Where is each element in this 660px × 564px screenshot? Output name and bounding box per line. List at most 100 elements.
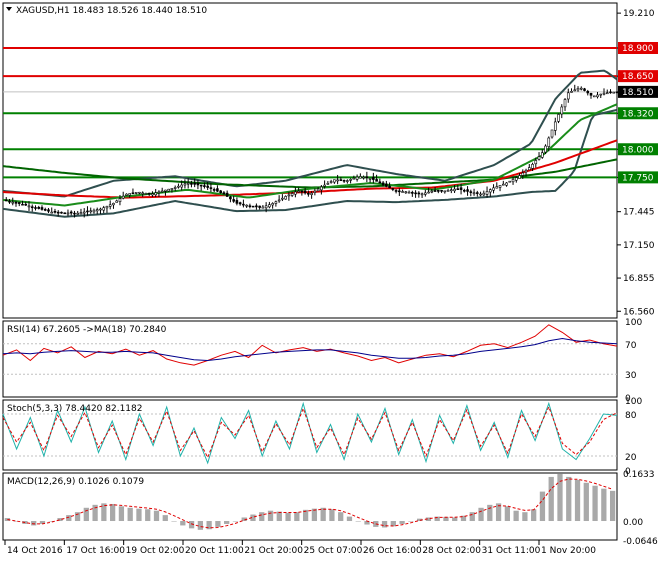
macd-tick-label: -0.0646	[623, 537, 658, 547]
macd-bar	[31, 521, 37, 526]
candle-body	[14, 202, 18, 204]
candle-body	[190, 183, 193, 185]
macd-bar	[153, 510, 160, 522]
y-tick-label: 16.560	[623, 307, 655, 317]
macd-bar	[346, 516, 353, 522]
panel-price	[2, 2, 618, 319]
candle-body	[430, 190, 434, 193]
x-tick-label: 20 Oct 11:00	[185, 546, 244, 556]
macd-bar	[180, 521, 186, 526]
candle-body	[4, 199, 8, 202]
candle-body	[592, 95, 596, 98]
candle-body	[407, 191, 411, 194]
macd-bar	[74, 512, 81, 522]
candle-body	[11, 201, 15, 204]
candle-body	[550, 129, 554, 138]
level-tag-2	[618, 107, 658, 120]
candle-body	[456, 188, 460, 190]
candle-body	[339, 179, 343, 181]
macd-bar	[566, 476, 572, 522]
candle-body	[303, 190, 307, 194]
x-tick-label: 31 Oct 11:00	[482, 546, 541, 556]
stoch-series-0	[2, 401, 618, 465]
macd-bar	[557, 473, 563, 522]
candle-body	[378, 181, 382, 184]
candle-body	[547, 137, 551, 147]
candle-body	[476, 192, 479, 194]
candle-body	[501, 183, 505, 186]
stoch-header: Stoch(5,3,3) 78.4420 82.1182	[7, 404, 142, 414]
macd-bar	[592, 485, 598, 522]
candle-body	[193, 182, 196, 185]
candle-body	[235, 200, 239, 204]
candle-body	[157, 191, 161, 194]
macd-tick-label: 0.00	[623, 518, 643, 528]
macd-bar	[136, 508, 142, 522]
candle-body	[404, 191, 408, 194]
candle-body	[261, 206, 265, 209]
macd-header: MACD(12,26,9) 0.1026 0.1079	[7, 477, 144, 487]
macd-tick-label: 0.1633	[623, 470, 655, 480]
candle-body	[199, 184, 203, 187]
candle-body	[388, 185, 391, 189]
macd-bar	[381, 521, 388, 528]
candle-body	[472, 192, 476, 195]
candle-body	[365, 176, 369, 178]
candle-body	[544, 145, 547, 153]
candle-body	[183, 183, 187, 186]
candle-body	[466, 189, 469, 192]
candle-body	[69, 211, 73, 214]
y-tick-label: 17.150	[623, 241, 655, 251]
level-label-4: 17.750	[622, 173, 654, 183]
macd-bar	[294, 512, 300, 522]
macd-bar	[504, 506, 510, 522]
candle-body	[498, 185, 502, 188]
macd-bar	[162, 515, 168, 522]
candle-body	[583, 88, 586, 91]
level-label-2: 18.320	[622, 109, 654, 119]
x-tick-label: 25 Oct 07:00	[304, 546, 363, 556]
candle-body	[391, 188, 395, 190]
candle-body	[27, 205, 31, 208]
chart-menu-icon[interactable]	[6, 7, 12, 11]
candle-body	[482, 192, 486, 196]
candle-body	[489, 189, 492, 193]
chart-header: XAGUSD,H1 18.483 18.526 18.440 18.510	[16, 6, 207, 16]
rsi-tick-label: 0	[625, 394, 631, 404]
candle-body	[609, 91, 612, 94]
macd-bar	[110, 503, 116, 522]
macd-bar	[197, 521, 203, 530]
macd-bar	[399, 521, 405, 524]
candle-body	[333, 179, 336, 183]
candle-body	[427, 191, 430, 194]
macd-bar	[224, 521, 230, 524]
candle-body	[167, 188, 170, 192]
candle-body	[381, 182, 385, 186]
candle-body	[82, 211, 86, 214]
candle-body	[154, 192, 157, 196]
candle-body	[518, 175, 521, 179]
level-tag-0	[618, 42, 658, 54]
candle-body	[60, 211, 63, 214]
candle-body	[274, 201, 278, 204]
candle-body	[264, 205, 268, 209]
candle-body	[417, 192, 421, 195]
candle-body	[372, 176, 375, 180]
candle-body	[290, 193, 294, 196]
candle-body	[576, 88, 580, 91]
macd-bar	[539, 491, 546, 522]
candle-body	[316, 188, 320, 192]
candle-body	[73, 212, 76, 215]
x-tick-label: 14 Oct 2016	[7, 546, 63, 556]
candle-body	[375, 179, 378, 182]
level-label-3: 18.000	[622, 145, 654, 155]
macd-bar	[48, 521, 54, 522]
stoch-tick-label: 100	[625, 397, 642, 407]
y-tick-label: 17.445	[623, 208, 655, 218]
candle-body	[420, 193, 424, 196]
level-tag-1	[618, 70, 658, 83]
candle-body	[453, 188, 456, 192]
candle-body	[346, 180, 349, 182]
candle-body	[560, 106, 564, 115]
